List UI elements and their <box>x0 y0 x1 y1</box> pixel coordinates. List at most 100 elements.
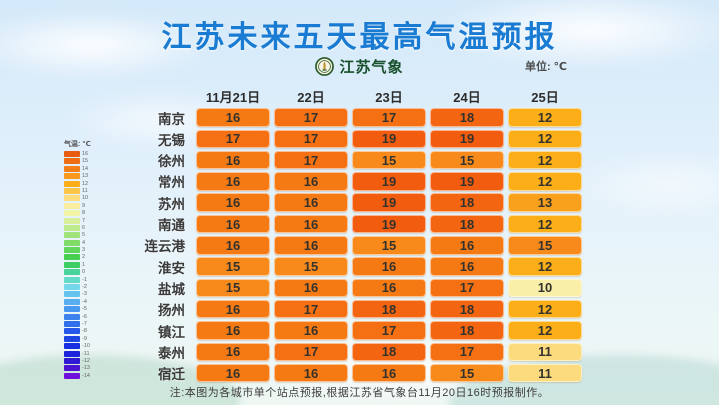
unit-label: 单位: ℃ <box>524 61 567 73</box>
temp-cell: 17 <box>274 342 348 362</box>
legend-label: -7 <box>82 320 87 327</box>
temp-cell: 16 <box>274 172 348 191</box>
temp-cell: 16 <box>196 214 270 234</box>
legend-entry: 0 <box>64 269 91 276</box>
cloud-decoration <box>560 150 719 220</box>
legend-entry: -4 <box>64 298 91 305</box>
legend-swatch <box>64 158 80 165</box>
legend-label: -13 <box>82 365 90 372</box>
date-header: 25日 <box>531 89 559 105</box>
legend-swatch <box>64 254 80 261</box>
legend-entry: 5 <box>64 232 91 239</box>
page-title: 江苏未来五天最高气温预报 <box>161 21 558 54</box>
legend-swatch <box>64 320 80 327</box>
temp-cell: 17 <box>430 342 504 362</box>
legend-swatch <box>64 232 80 239</box>
temp-cell: 16 <box>196 363 270 383</box>
cloud-decoration <box>0 10 220 80</box>
temp-cell: 15 <box>508 236 582 255</box>
temp-cell: 16 <box>196 236 270 255</box>
temp-cell: 16 <box>274 278 348 298</box>
legend-entry: -5 <box>64 306 91 313</box>
city-label: 南通 <box>158 218 185 234</box>
legend-swatch <box>64 291 80 298</box>
legend-entry: -10 <box>64 343 91 350</box>
date-header: 23日 <box>375 89 403 105</box>
temp-cell: 19 <box>352 129 426 149</box>
legend-label: 1 <box>82 261 86 268</box>
temp-cell: 16 <box>196 193 270 212</box>
temp-cell: 17 <box>352 108 426 127</box>
temp-cell: 17 <box>352 321 426 340</box>
legend-label: 14 <box>82 165 89 172</box>
legend-label: -2 <box>82 284 87 291</box>
legend-swatch <box>64 247 80 254</box>
legend-swatch <box>64 357 80 364</box>
temp-cell: 18 <box>430 321 504 340</box>
legend-swatch <box>64 269 80 276</box>
legend-entry: 6 <box>64 224 91 231</box>
temp-cell: 17 <box>274 108 348 127</box>
date-header: 11月21日 <box>205 89 261 105</box>
temp-cell: 12 <box>508 257 582 276</box>
color-scale-legend: 气温: ℃ 16 15 14 13 12 11 10 9 8 7 6 5 4 3 2 1 0 -1 -2 -3 -4 -5… <box>64 139 91 379</box>
temp-cell: 18 <box>430 108 504 127</box>
legend-label: 4 <box>82 239 86 246</box>
city-label: 苏州 <box>158 196 185 212</box>
legend-entry: 7 <box>64 217 91 224</box>
temp-cell: 16 <box>196 342 270 362</box>
temp-cell: 16 <box>430 236 504 255</box>
temp-cell: 18 <box>352 342 426 362</box>
legend-entry: 3 <box>64 247 91 254</box>
legend-entry: 11 <box>64 187 91 194</box>
legend-label: 11 <box>82 187 88 194</box>
temp-cell: 11 <box>508 363 582 383</box>
city-label: 镇江 <box>158 324 185 340</box>
temp-cell: 16 <box>274 214 348 234</box>
legend-entry: 13 <box>64 173 91 180</box>
legend-swatch <box>64 343 80 350</box>
temp-cell: 12 <box>508 150 582 170</box>
legend-entry: -9 <box>64 335 91 342</box>
temp-cell: 16 <box>352 278 426 298</box>
legend-label: 12 <box>82 180 89 187</box>
footnote: 注:本图为各城市单个站点预报,根据江苏省气象台11月20日16时预报制作。 <box>169 387 550 399</box>
city-label: 南京 <box>158 111 185 127</box>
temp-cell: 19 <box>352 172 426 191</box>
temp-cell: 15 <box>196 278 270 298</box>
legend-swatch <box>64 217 80 224</box>
temp-cell: 19 <box>352 214 426 234</box>
legend-entry: -1 <box>64 276 91 283</box>
temp-cell: 13 <box>508 193 582 212</box>
legend-label: 2 <box>82 254 86 261</box>
city-label: 淮安 <box>158 260 185 276</box>
temp-cell: 16 <box>274 363 348 383</box>
temp-cell: 11 <box>508 342 582 362</box>
legend-label: -12 <box>82 357 90 364</box>
legend-label: -11 <box>82 350 90 357</box>
city-label: 宿迁 <box>158 367 185 383</box>
legend-label: 3 <box>82 247 86 254</box>
legend-title: 气温: ℃ <box>64 141 91 148</box>
temp-cell: 19 <box>430 129 504 149</box>
legend-label: -4 <box>82 298 87 305</box>
legend-label: 10 <box>82 195 89 202</box>
legend-label: 9 <box>82 202 86 209</box>
legend-entry: 14 <box>64 165 91 172</box>
temp-cell: 12 <box>508 108 582 127</box>
legend-entry: 16 <box>64 151 91 157</box>
temp-cell: 17 <box>430 278 504 298</box>
legend-label: -8 <box>82 328 87 335</box>
legend-label: -9 <box>82 335 87 342</box>
city-label: 扬州 <box>158 303 185 319</box>
legend-swatch <box>64 350 80 357</box>
temp-cell: 12 <box>508 321 582 340</box>
legend-swatch <box>64 187 80 194</box>
table-corner <box>128 87 192 106</box>
legend-entry: 10 <box>64 195 91 202</box>
city-label: 徐州 <box>158 154 185 170</box>
temp-cell: 18 <box>430 214 504 234</box>
legend-label: 0 <box>82 269 86 276</box>
logo-text: 江苏气象 <box>339 59 404 76</box>
legend-label: 15 <box>82 158 89 165</box>
